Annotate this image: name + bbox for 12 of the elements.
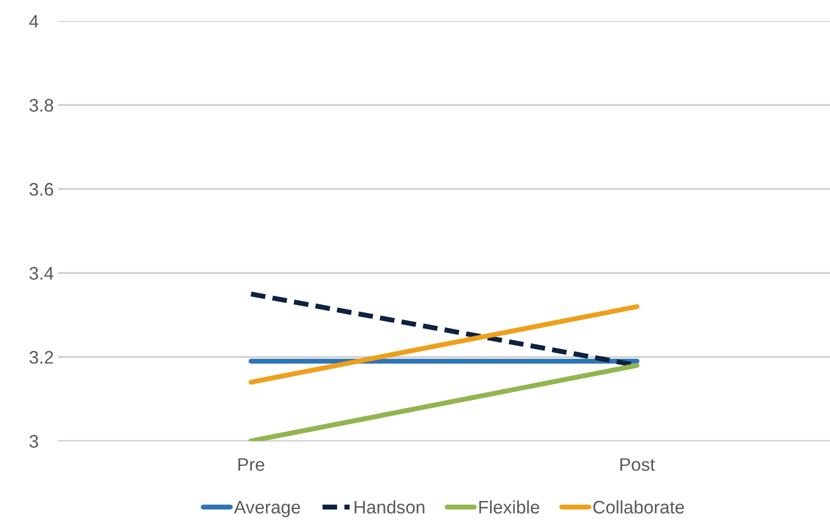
y-tick-label: 4 [29, 15, 38, 28]
y-tick-label: 3 [30, 434, 38, 448]
x-tick-label: Post [620, 458, 655, 471]
y-tick-label: 3.6 [30, 182, 54, 196]
x-tick-label: Pre [238, 458, 264, 471]
legend-label: Collaborate [593, 500, 684, 514]
y-tick-label: 3.4 [30, 266, 54, 280]
legend-label: Average [234, 500, 300, 518]
legend-label: Handson [354, 500, 424, 514]
y-tick-label: 3.8 [30, 98, 54, 112]
y-tick-label: 3.2 [30, 350, 54, 364]
legend-label: Flexible [479, 500, 540, 514]
